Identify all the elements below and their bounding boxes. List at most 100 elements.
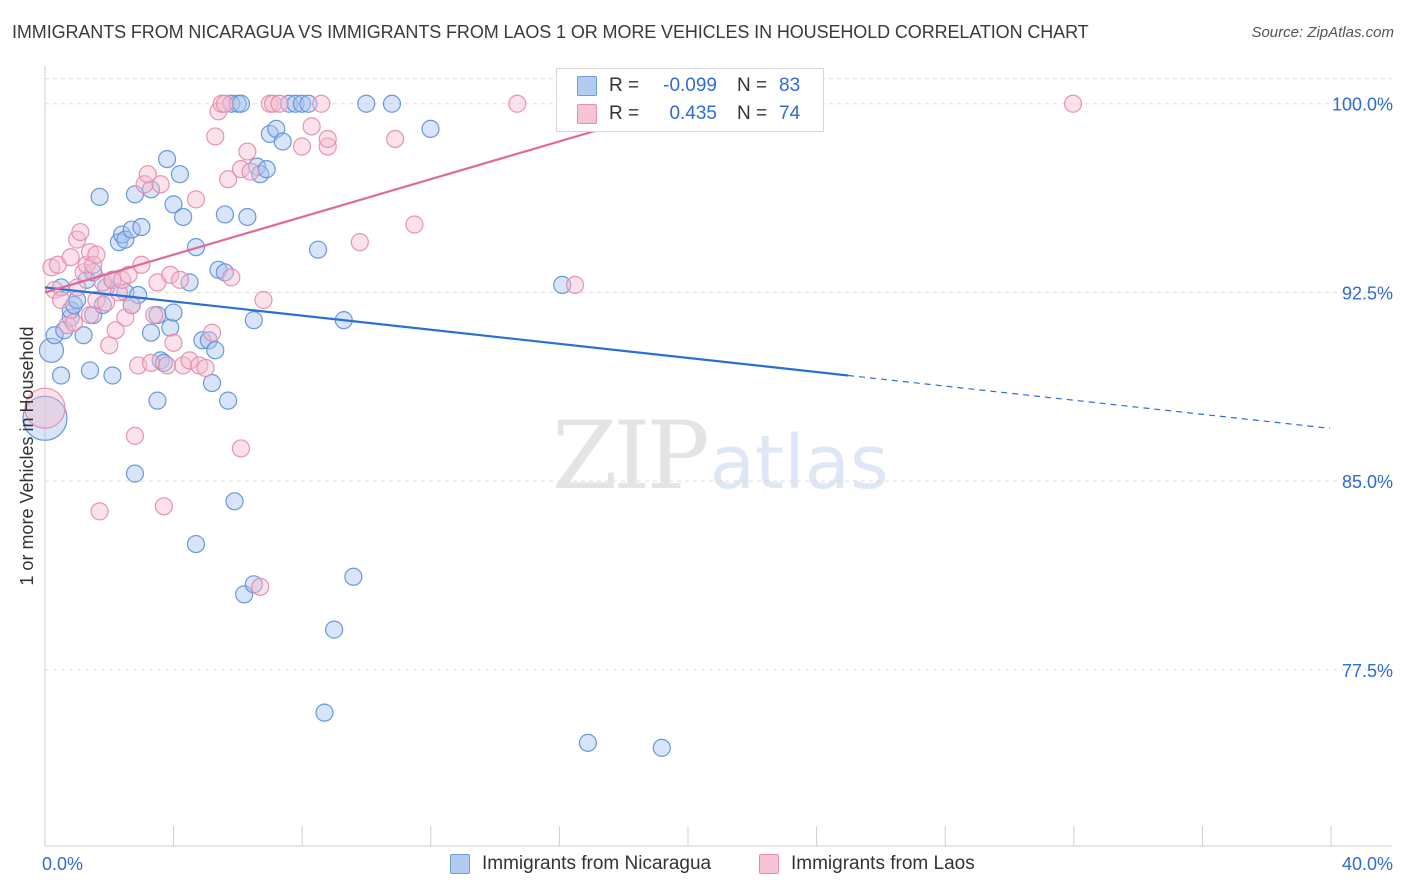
laos-point <box>215 94 234 113</box>
nicaragua-point <box>132 217 151 237</box>
nicaragua-point <box>103 366 122 385</box>
nicaragua-point <box>257 160 276 179</box>
nicaragua-point <box>578 733 598 752</box>
laos-point <box>318 137 337 156</box>
laos-point <box>71 222 90 242</box>
laos-point <box>231 439 251 458</box>
laos-point <box>164 333 183 352</box>
nicaragua-point <box>74 326 93 345</box>
nicaragua-point <box>244 311 263 330</box>
laos-point <box>84 255 103 274</box>
nicaragua-point <box>325 620 344 639</box>
laos-point <box>122 295 141 315</box>
laos-point <box>222 268 241 287</box>
nicaragua-point <box>161 318 180 337</box>
nicaragua-point <box>344 567 363 586</box>
laos-point <box>219 170 238 189</box>
nicaragua-point <box>202 373 222 393</box>
bottom-legend-label-nicaragua: Immigrants from Nicaragua <box>482 853 712 874</box>
y-tick-label: 92.5% <box>1342 283 1393 303</box>
correlation-legend: R = -0.099 N = 83 R = 0.435 N = 74 <box>556 68 824 132</box>
nicaragua-point <box>129 285 148 305</box>
nicaragua-point <box>174 207 193 227</box>
nicaragua-point <box>273 132 292 151</box>
legend-swatch-nicaragua <box>577 76 597 96</box>
nicaragua-point <box>38 337 65 363</box>
laos-trend-line <box>44 102 688 294</box>
laos-point <box>80 305 100 325</box>
legend-n-label: N = <box>737 75 768 96</box>
nicaragua-point <box>80 361 100 380</box>
nicaragua-point <box>148 391 167 410</box>
laos-point <box>119 265 138 284</box>
points-layer <box>22 94 1083 757</box>
nicaragua-point <box>116 230 135 249</box>
legend-swatch-laos <box>577 104 597 124</box>
nicaragua-point <box>45 326 64 345</box>
laos-point <box>24 387 66 429</box>
laos-point <box>318 129 337 149</box>
nicaragua-point <box>299 94 318 113</box>
nicaragua-point <box>157 149 177 169</box>
laos-point <box>206 127 225 146</box>
legend-row-laos: R = 0.435 N = 74 <box>577 101 800 127</box>
laos-point <box>1063 94 1083 113</box>
nicaragua-point <box>186 534 206 554</box>
nicaragua-point <box>193 331 212 350</box>
laos-point <box>405 215 424 234</box>
laos-point <box>64 313 84 332</box>
nicaragua-point <box>421 119 440 139</box>
laos-point <box>196 358 215 378</box>
legend-n-value: 74 <box>779 103 801 124</box>
laos-point <box>106 321 125 340</box>
chart-source: Source: ZipAtlas.com <box>1251 24 1394 41</box>
nicaragua-point <box>308 240 328 259</box>
laos-point <box>61 248 80 267</box>
nicaragua-point <box>154 353 173 373</box>
bottom-legend-laos[interactable]: Immigrants from Laos <box>759 852 975 876</box>
y-axis-label: 1 or more Vehicles in Household <box>17 326 37 585</box>
laos-point <box>87 245 106 264</box>
bottom-legend-swatch-nicaragua <box>450 854 470 874</box>
laos-point <box>51 290 71 310</box>
trend-layer <box>44 102 1331 429</box>
legend-r-label: R = <box>609 103 640 124</box>
nicaragua-point <box>219 391 238 410</box>
legend-row-nicaragua: R = -0.099 N = 83 <box>577 73 800 99</box>
laos-point <box>312 94 331 113</box>
nicaragua-point <box>170 165 190 184</box>
nicaragua-point <box>164 195 183 214</box>
bottom-legend-swatch-laos <box>759 854 779 874</box>
laos-point <box>302 117 321 136</box>
x-tick-label: 0.0% <box>42 854 83 874</box>
laos-point <box>350 233 369 252</box>
chart-title: IMMIGRANTS FROM NICARAGUA VS IMMIGRANTS … <box>12 22 1089 42</box>
nicaragua-point <box>292 94 312 113</box>
x-tick-label: 40.0% <box>1342 854 1393 874</box>
laos-point <box>138 165 157 184</box>
nicaragua-trend-line <box>44 286 849 377</box>
nicaragua-point <box>51 366 71 385</box>
laos-point <box>202 323 222 342</box>
laos-point <box>170 270 190 289</box>
nicaragua-point <box>231 94 251 113</box>
laos-point <box>135 175 154 194</box>
nicaragua-point <box>280 94 299 113</box>
nicaragua-point <box>206 341 225 360</box>
nicaragua-point <box>553 275 572 295</box>
legend-r-label: R = <box>609 75 640 96</box>
laos-point <box>100 336 119 355</box>
legend-r-value: -0.099 <box>663 75 717 96</box>
nicaragua-point <box>357 94 376 113</box>
y-tick-label: 85.0% <box>1342 472 1393 492</box>
nicaragua-point <box>112 225 132 244</box>
legend-n-label: N = <box>737 103 768 124</box>
laos-point <box>161 265 180 284</box>
laos-point <box>254 290 273 310</box>
nicaragua-point <box>382 94 402 113</box>
bottom-legend-nicaragua[interactable]: Immigrants from Nicaragua <box>450 852 711 876</box>
nicaragua-point <box>90 187 109 206</box>
laos-point <box>238 142 257 161</box>
laos-point <box>141 353 161 373</box>
